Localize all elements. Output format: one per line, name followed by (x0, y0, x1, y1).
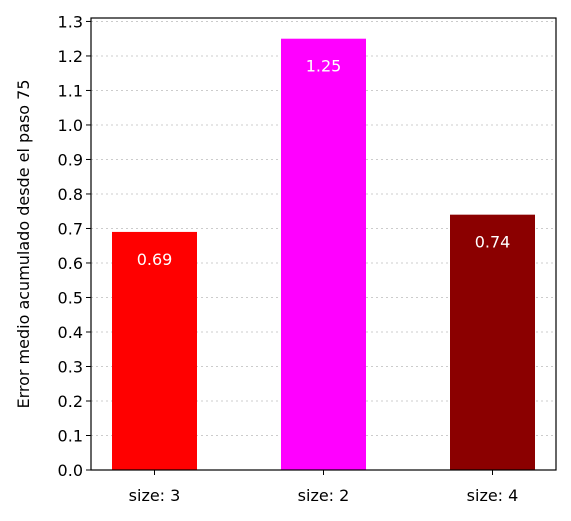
y-tick-label: 1.0 (58, 116, 83, 135)
y-tick-label: 1.2 (58, 47, 83, 66)
y-tick-label: 0.2 (58, 392, 83, 411)
x-tick-label: size: 3 (129, 486, 181, 505)
y-tick-label: 0.0 (58, 461, 83, 480)
bar-2 (281, 38, 366, 470)
bar-value-label: 0.74 (475, 233, 511, 252)
data-labels: 0.69 1.25 0.74 (137, 57, 511, 269)
x-tick-label: size: 2 (298, 486, 350, 505)
y-tick-label: 0.6 (58, 254, 83, 273)
bar-value-label: 0.69 (137, 250, 173, 269)
bar-3 (450, 214, 535, 470)
bar-1 (112, 231, 197, 470)
y-axis: 0.0 0.1 0.2 0.3 0.4 0.5 0.6 0.7 0.8 0.9 1.0 1.1 1.2 1… (58, 12, 91, 480)
bars (112, 38, 535, 470)
x-tick-label: size: 4 (467, 486, 519, 505)
y-tick-label: 0.7 (58, 219, 83, 238)
y-tick-label: 0.3 (58, 357, 83, 376)
y-tick-label: 0.4 (58, 323, 83, 342)
y-tick-label: 0.8 (58, 185, 83, 204)
bar-value-label: 1.25 (306, 57, 342, 76)
y-axis-title: Error medio acumulado desde el paso 75 (14, 79, 33, 408)
y-tick-label: 1.3 (58, 12, 83, 31)
y-tick-label: 0.9 (58, 150, 83, 169)
y-tick-label: 1.1 (58, 81, 83, 100)
y-tick-label: 0.1 (58, 426, 83, 445)
y-tick-label: 0.5 (58, 288, 83, 307)
x-axis: size: 3 size: 2 size: 4 (129, 470, 519, 505)
